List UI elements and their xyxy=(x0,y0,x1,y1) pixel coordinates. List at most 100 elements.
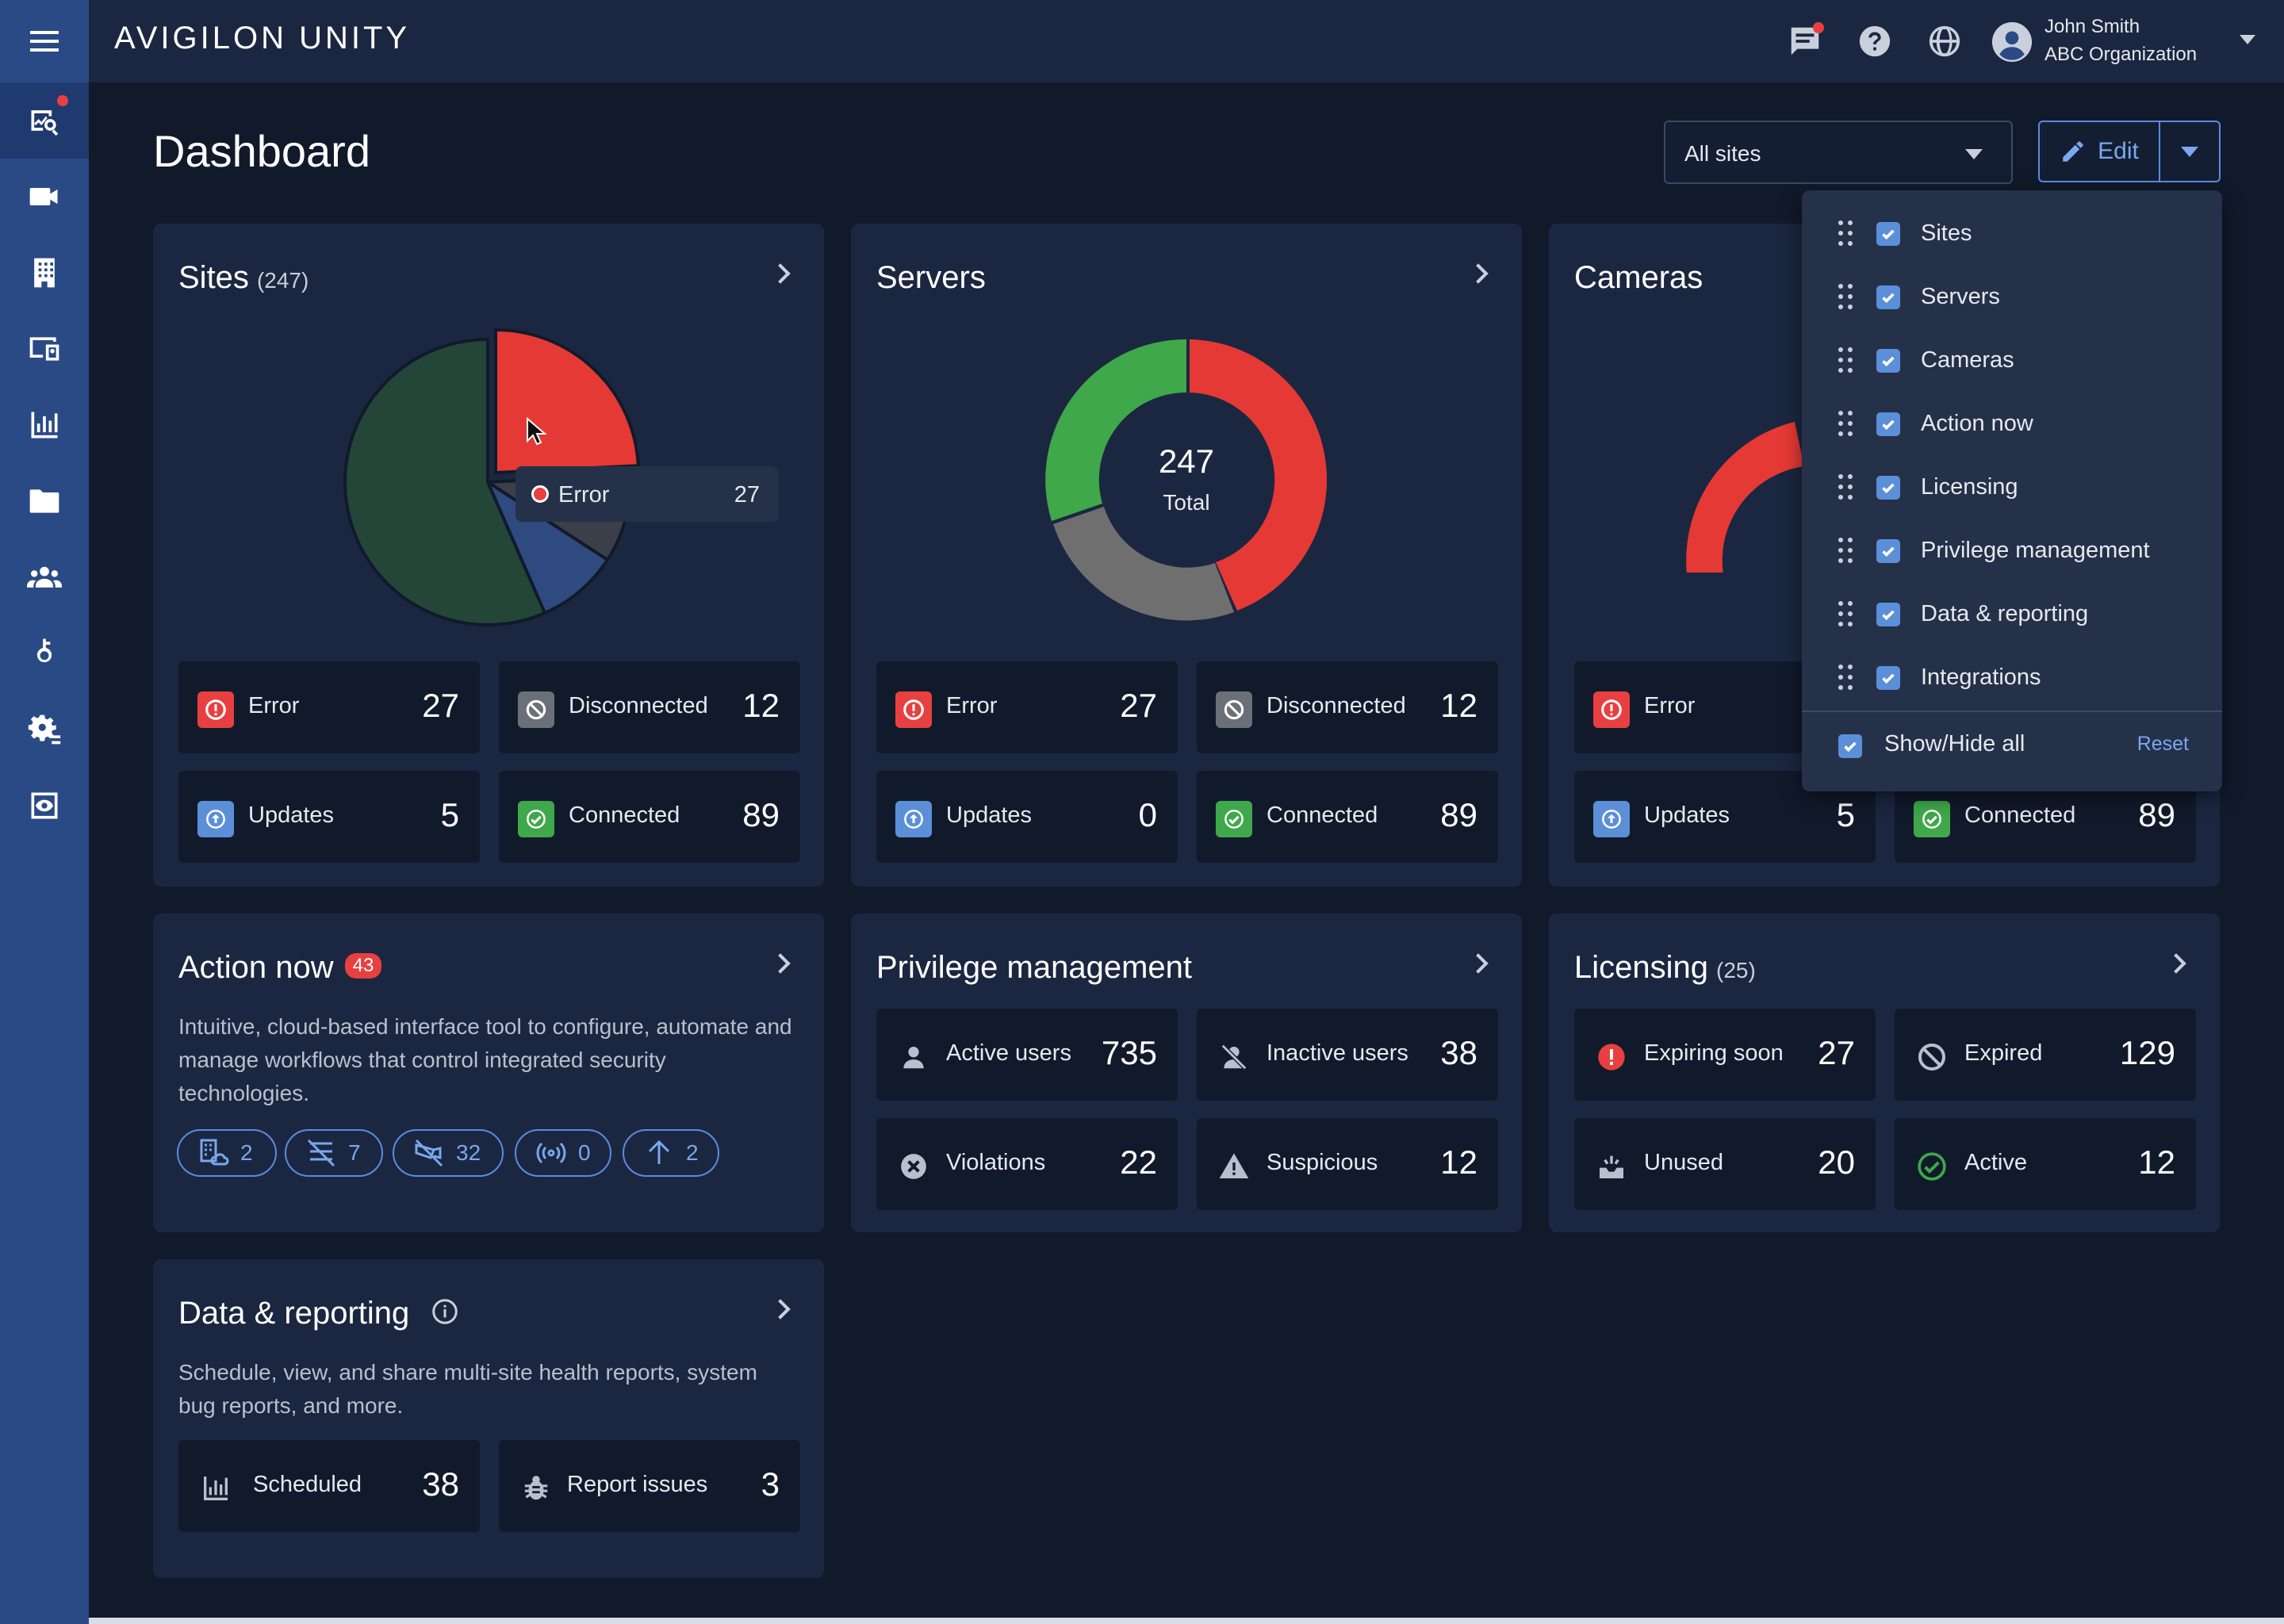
sites-tile-updates[interactable]: Updates 5 xyxy=(178,771,480,863)
action-chip-sites[interactable]: 2 xyxy=(177,1129,277,1177)
menu-item-sites[interactable]: Sites xyxy=(1802,203,2222,266)
pie-slice-connected[interactable] xyxy=(343,337,547,626)
checkbox-checked[interactable] xyxy=(1876,476,1900,500)
violation-x-icon xyxy=(895,1148,932,1185)
user-avatar[interactable] xyxy=(1992,22,2032,62)
privilege-tile-violations[interactable]: Violations 22 xyxy=(876,1118,1178,1210)
user-name[interactable]: John Smith xyxy=(2044,16,2140,37)
sites-tile-disconnected[interactable]: Disconnected 12 xyxy=(499,661,800,753)
site-filter-select[interactable]: All sites xyxy=(1664,121,2013,184)
monitoring-icon xyxy=(31,110,59,136)
tile-value: 5 xyxy=(440,796,459,833)
drag-handle-icon[interactable] xyxy=(1838,474,1853,500)
licensing-tile-expiring-soon[interactable]: Expiring soon 27 xyxy=(1574,1009,1876,1101)
sidebar-item-access[interactable] xyxy=(0,615,89,691)
drag-handle-icon[interactable] xyxy=(1838,601,1853,626)
privilege-tile-inactive-users[interactable]: Inactive users 38 xyxy=(1197,1009,1498,1101)
drag-handle-icon[interactable] xyxy=(1838,411,1853,436)
checkbox-checked[interactable] xyxy=(1876,412,1900,436)
reset-button[interactable]: Reset xyxy=(2136,733,2189,755)
tile-label: Connected xyxy=(1964,802,2076,828)
donut-segment-connected[interactable] xyxy=(1045,339,1186,521)
edit-split-button[interactable]: Edit xyxy=(2038,121,2221,182)
user-avatar-icon xyxy=(1992,22,2032,62)
action-now-title-text: Action now xyxy=(178,950,334,985)
menu-item-licensing[interactable]: Licensing xyxy=(1802,457,2222,520)
info-icon[interactable] xyxy=(431,1297,459,1326)
error-icon xyxy=(895,691,932,728)
sidebar-item-files[interactable] xyxy=(0,463,89,539)
servers-tile-updates[interactable]: Updates 0 xyxy=(876,771,1178,863)
sites-tile-connected[interactable]: Connected 89 xyxy=(499,771,800,863)
privilege-card-title: Privilege management xyxy=(876,950,1192,985)
servers-chevron-icon[interactable] xyxy=(1468,263,1489,284)
sidebar-item-view[interactable] xyxy=(0,768,89,844)
privilege-card: Privilege management Active users 735 In… xyxy=(851,914,1522,1232)
user-menu-caret-icon[interactable] xyxy=(2240,35,2255,44)
donut-segment-error[interactable] xyxy=(1190,339,1328,611)
reporting-tile-report-issues[interactable]: Report issues 3 xyxy=(499,1440,800,1532)
sidebar-item-reports[interactable] xyxy=(0,387,89,463)
action-chip-cameras[interactable]: 32 xyxy=(393,1129,504,1177)
reporting-tile-scheduled[interactable]: Scheduled 38 xyxy=(178,1440,480,1532)
servers-tile-connected[interactable]: Connected 89 xyxy=(1197,771,1498,863)
menu-item-cameras[interactable]: Cameras xyxy=(1802,330,2222,393)
licensing-tile-expired[interactable]: Expired 129 xyxy=(1895,1009,2196,1101)
sidebar-item-monitoring[interactable] xyxy=(0,82,89,159)
user-icon xyxy=(895,1039,932,1075)
privilege-tile-suspicious[interactable]: Suspicious 12 xyxy=(1197,1118,1498,1210)
checkbox-checked[interactable] xyxy=(1876,222,1900,246)
reporting-chevron-icon[interactable] xyxy=(770,1299,791,1320)
show-hide-all-label[interactable]: Show/Hide all xyxy=(1884,731,2025,756)
drag-handle-icon[interactable] xyxy=(1838,665,1853,690)
checkbox-checked[interactable] xyxy=(1876,666,1900,690)
action-chip-broadcast[interactable]: 0 xyxy=(515,1129,611,1177)
donut-segment-error[interactable] xyxy=(1686,422,1804,573)
menu-item-data-reporting[interactable]: Data & reporting xyxy=(1802,584,2222,647)
pie-slice-error[interactable] xyxy=(494,327,640,475)
sidebar-item-settings[interactable] xyxy=(0,691,89,768)
language-button[interactable] xyxy=(1924,21,1965,62)
action-now-chevron-icon[interactable] xyxy=(770,953,791,974)
sidebar-item-devices[interactable] xyxy=(0,311,89,387)
drag-handle-icon[interactable] xyxy=(1838,220,1853,246)
licensing-count: (25) xyxy=(1716,958,1756,982)
sites-chevron-icon[interactable] xyxy=(770,263,791,284)
tile-label: Connected xyxy=(569,802,680,828)
privilege-chevron-icon[interactable] xyxy=(1468,953,1489,974)
licensing-chevron-icon[interactable] xyxy=(2166,953,2186,974)
menu-item-integrations[interactable]: Integrations xyxy=(1802,647,2222,710)
checkbox-checked[interactable] xyxy=(1876,603,1900,626)
donut-center-value: 247 xyxy=(1158,442,1215,480)
tooltip-label: Error xyxy=(558,482,610,508)
donut-segment-disconnected[interactable] xyxy=(1053,507,1234,621)
edit-button[interactable]: Edit xyxy=(2040,122,2159,181)
drag-handle-icon[interactable] xyxy=(1838,284,1853,309)
checkbox-checked[interactable] xyxy=(1876,349,1900,373)
checkbox-checked[interactable] xyxy=(1876,285,1900,309)
sidebar-item-users[interactable] xyxy=(0,539,89,615)
user-organization[interactable]: ABC Organization xyxy=(2044,44,2198,65)
action-chip-servers[interactable]: 7 xyxy=(285,1129,383,1177)
menu-item-action-now[interactable]: Action now xyxy=(1802,393,2222,457)
checkbox-checked[interactable] xyxy=(1876,539,1900,563)
chat-button[interactable] xyxy=(1784,21,1826,62)
help-button[interactable] xyxy=(1854,21,1895,62)
hamburger-menu-button[interactable] xyxy=(0,0,89,82)
privilege-tile-active-users[interactable]: Active users 735 xyxy=(876,1009,1178,1101)
edit-dropdown-toggle[interactable] xyxy=(2160,122,2219,181)
sites-tile-error[interactable]: Error 27 xyxy=(178,661,480,753)
licensing-tile-unused[interactable]: Unused 20 xyxy=(1574,1118,1876,1210)
tile-value: 5 xyxy=(1836,796,1855,833)
drag-handle-icon[interactable] xyxy=(1838,538,1853,563)
menu-item-servers[interactable]: Servers xyxy=(1802,266,2222,330)
menu-item-privilege-management[interactable]: Privilege management xyxy=(1802,520,2222,584)
drag-handle-icon[interactable] xyxy=(1838,347,1853,373)
sidebar-item-sites[interactable] xyxy=(0,235,89,311)
servers-tile-disconnected[interactable]: Disconnected 12 xyxy=(1197,661,1498,753)
action-chip-updates[interactable]: 2 xyxy=(623,1129,719,1177)
licensing-tile-active[interactable]: Active 12 xyxy=(1895,1118,2196,1210)
show-hide-all-checkbox[interactable] xyxy=(1838,734,1862,758)
sidebar-item-video[interactable] xyxy=(0,159,89,235)
servers-tile-error[interactable]: Error 27 xyxy=(876,661,1178,753)
